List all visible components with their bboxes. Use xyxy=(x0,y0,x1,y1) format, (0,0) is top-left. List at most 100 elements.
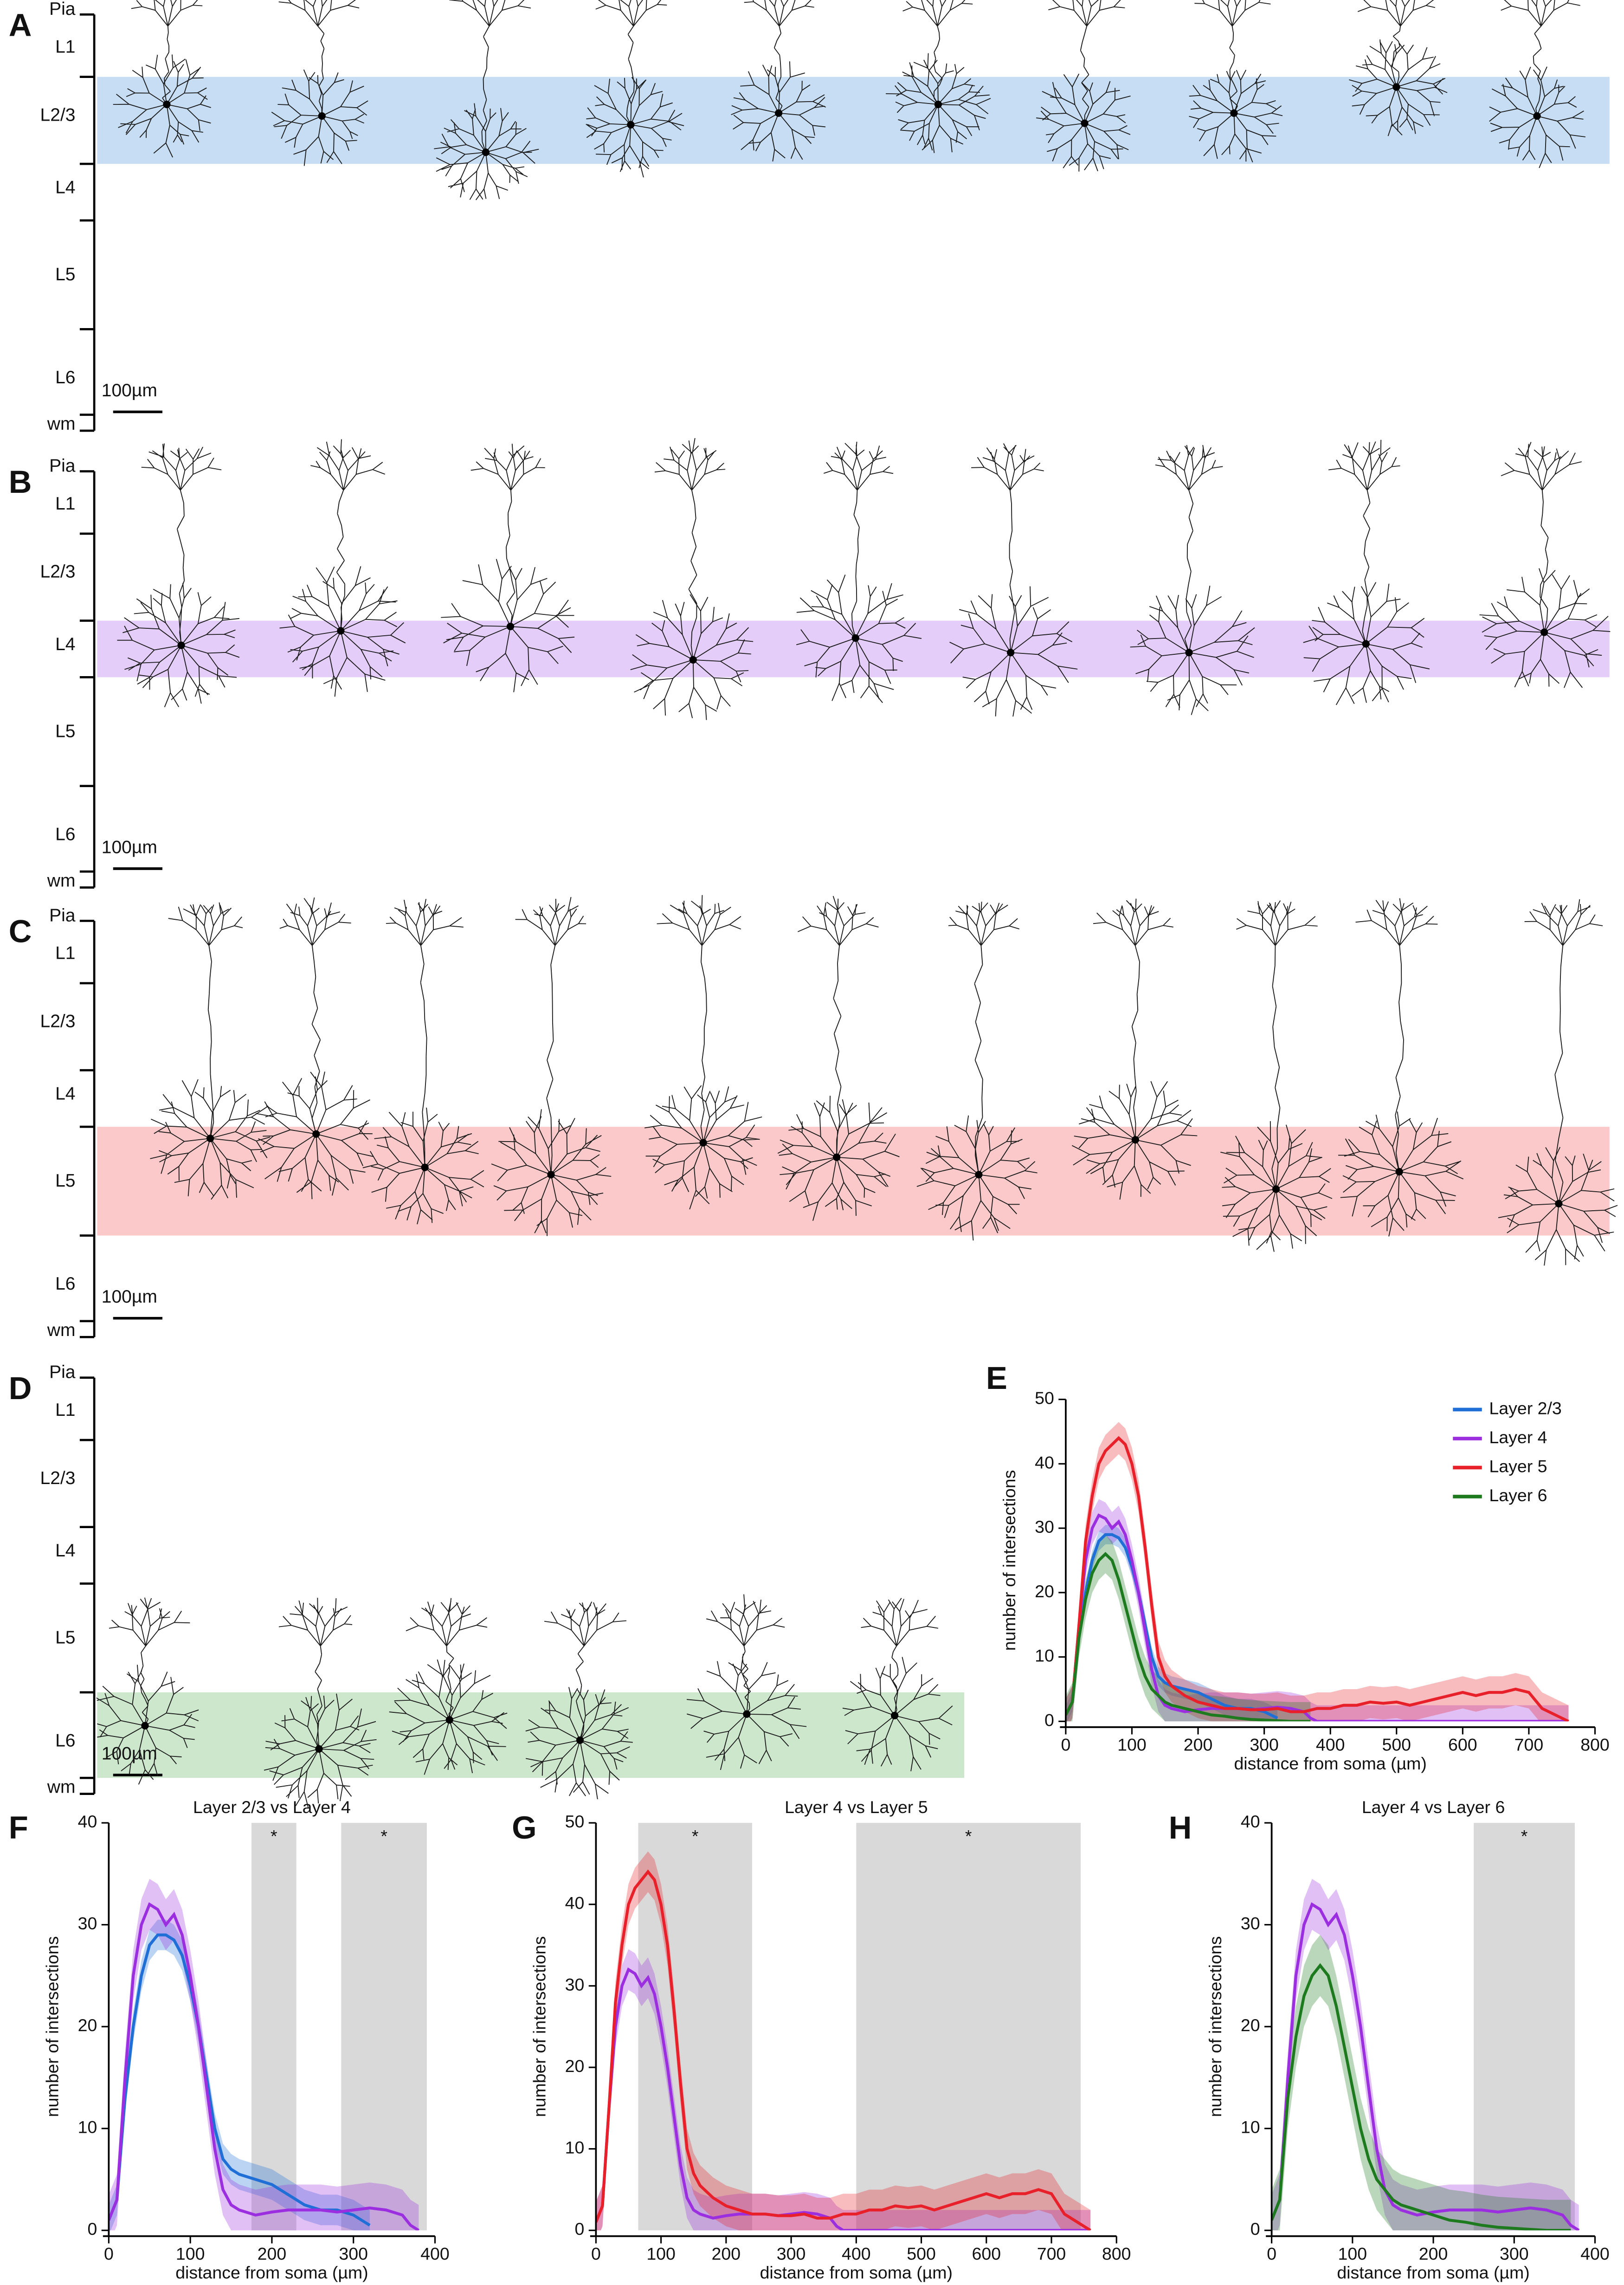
layer-label: L2/3 xyxy=(40,1011,76,1031)
y-tick-label: 40 xyxy=(565,1893,585,1913)
neuron xyxy=(279,439,406,697)
neuron-soma xyxy=(1131,1136,1139,1144)
x-tick-label: 500 xyxy=(907,2244,936,2263)
significance-label: * xyxy=(271,1826,277,1846)
y-tick-label: 40 xyxy=(1035,1452,1054,1472)
error-band xyxy=(596,1949,1091,2231)
y-tick-label: 0 xyxy=(1250,2219,1260,2239)
neuron-soma xyxy=(1272,1185,1280,1193)
series-group xyxy=(1065,1422,1569,1722)
neuron-soma xyxy=(315,1745,323,1753)
error-band xyxy=(1065,1499,1569,1722)
neuron-soma xyxy=(975,1171,983,1179)
x-tick-label: 300 xyxy=(777,2244,806,2263)
y-axis-label: number of intersections xyxy=(43,1936,62,2117)
neuron xyxy=(1189,0,1283,163)
x-tick-label: 400 xyxy=(1580,2244,1610,2263)
neuron-soma xyxy=(177,641,185,649)
series-line xyxy=(596,1967,1091,2231)
neuron-soma xyxy=(337,627,345,635)
layer-label: wm xyxy=(47,1320,76,1340)
x-axis-label: distance from soma (µm) xyxy=(1337,2263,1529,2282)
neuron-soma xyxy=(699,1139,707,1147)
y-tick-label: 0 xyxy=(1044,1710,1054,1730)
chart: F * * Layer 2/3 vs Layer 4 0 100 200 300 400 0 10 2… xyxy=(9,1797,450,2282)
x-tick-label: 0 xyxy=(1061,1735,1070,1754)
series-line xyxy=(1065,1552,1311,1722)
panel: B Pia L1 L2/3 L4 L5 L6 wm 100µm xyxy=(9,438,1611,891)
layer-label: L4 xyxy=(55,1541,75,1561)
neuron-soma xyxy=(1230,109,1238,117)
layer-label: L5 xyxy=(55,1628,75,1648)
layer-label: L2/3 xyxy=(40,105,76,125)
y-tick-label: 30 xyxy=(1035,1517,1054,1536)
layer-label: wm xyxy=(47,414,76,434)
x-tick-label: 0 xyxy=(591,2244,601,2263)
chart: E 0 100 200 300 400 500 600 700 800 0 10 20 30 40 50 dis… xyxy=(986,1360,1610,1773)
x-tick-label: 200 xyxy=(1184,1735,1213,1754)
neuron-soma xyxy=(743,1710,751,1718)
y-tick-label: 20 xyxy=(78,2015,97,2035)
layer-label: L6 xyxy=(55,824,75,844)
chart-title: Layer 4 vs Layer 6 xyxy=(1362,1797,1505,1817)
neuron xyxy=(1498,899,1618,1266)
layer-label: Pia xyxy=(49,0,76,19)
y-tick-label: 0 xyxy=(575,2219,585,2239)
neuron xyxy=(434,0,539,200)
x-tick-label: 100 xyxy=(176,2244,205,2263)
y-tick-label: 20 xyxy=(1241,2015,1260,2035)
panel-letter: D xyxy=(9,1370,32,1406)
chart-title: Layer 2/3 vs Layer 4 xyxy=(193,1797,351,1817)
neuron xyxy=(441,444,575,692)
neuron xyxy=(256,897,374,1200)
neuron-soma xyxy=(141,1722,149,1730)
series-line xyxy=(596,1869,1091,2231)
series-line xyxy=(1065,1436,1569,1722)
x-tick-label: 800 xyxy=(1580,1735,1610,1754)
neuron-soma xyxy=(934,100,942,109)
layer-label: L5 xyxy=(55,1171,75,1191)
scale-bar-label: 100µm xyxy=(102,837,157,857)
neuron-soma xyxy=(891,1711,899,1719)
y-tick-label: 10 xyxy=(1241,2117,1260,2137)
layer-label: Pia xyxy=(49,905,76,925)
layer-label: L6 xyxy=(55,1730,75,1750)
neuron xyxy=(491,897,612,1236)
significance-label: * xyxy=(965,1826,972,1846)
x-tick-label: 0 xyxy=(1267,2244,1276,2263)
series-group xyxy=(1271,1878,1580,2231)
layer-label: L2/3 xyxy=(40,1468,76,1488)
panel-letter: A xyxy=(9,7,32,43)
y-tick-label: 30 xyxy=(78,1914,97,1933)
legend-label: Layer 2/3 xyxy=(1489,1398,1561,1418)
panel: C Pia L1 L2/3 L4 L5 L6 wm 100µm xyxy=(9,895,1618,1340)
y-tick-label: 10 xyxy=(1035,1646,1054,1665)
y-tick-label: 10 xyxy=(565,2138,585,2157)
neuron xyxy=(264,1598,377,1808)
panel-letter: G xyxy=(512,1810,536,1846)
y-tick-label: 0 xyxy=(88,2219,97,2239)
neuron xyxy=(117,443,240,708)
neuron-soma xyxy=(1540,628,1548,636)
neuron xyxy=(1036,0,1131,172)
y-tick-label: 20 xyxy=(565,2056,585,2076)
neuron xyxy=(586,0,684,178)
y-tick-label: 40 xyxy=(1241,1812,1260,1831)
neuron-soma xyxy=(851,634,859,642)
x-tick-label: 100 xyxy=(1338,2244,1367,2263)
panel-letter: F xyxy=(9,1810,28,1846)
neuron xyxy=(113,0,211,158)
legend-label: Layer 5 xyxy=(1489,1456,1547,1476)
y-tick-label: 10 xyxy=(78,2117,97,2137)
neuron xyxy=(777,896,900,1221)
panel-letter: H xyxy=(1169,1810,1192,1846)
significance-label: * xyxy=(1521,1826,1528,1846)
neuron-soma xyxy=(163,100,171,109)
error-band xyxy=(1065,1525,1278,1722)
scale-bar-label: 100µm xyxy=(102,1744,157,1764)
scale-bar-label: 100µm xyxy=(102,1287,157,1307)
x-tick-label: 500 xyxy=(1382,1735,1411,1754)
legend-label: Layer 4 xyxy=(1489,1427,1547,1447)
neuron-soma xyxy=(1362,640,1370,648)
